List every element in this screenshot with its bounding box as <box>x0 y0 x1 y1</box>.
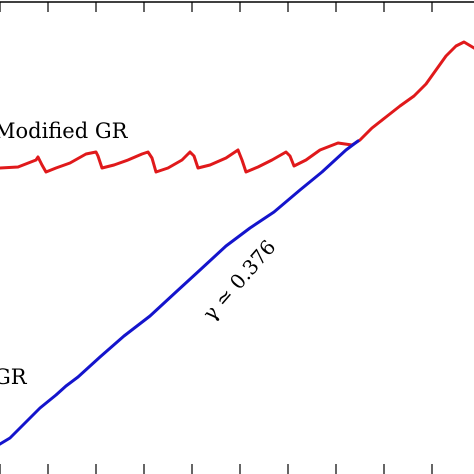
axis-ticks <box>0 2 433 474</box>
annotation-gr: GR <box>0 365 28 389</box>
annotation-slope: γ ≃ 0.376 <box>198 235 281 325</box>
annotation-modified-gr: Modified GR <box>0 119 129 143</box>
series-line-gr <box>0 139 360 446</box>
series-line-modified-gr <box>0 40 474 174</box>
series-layer <box>0 40 474 446</box>
